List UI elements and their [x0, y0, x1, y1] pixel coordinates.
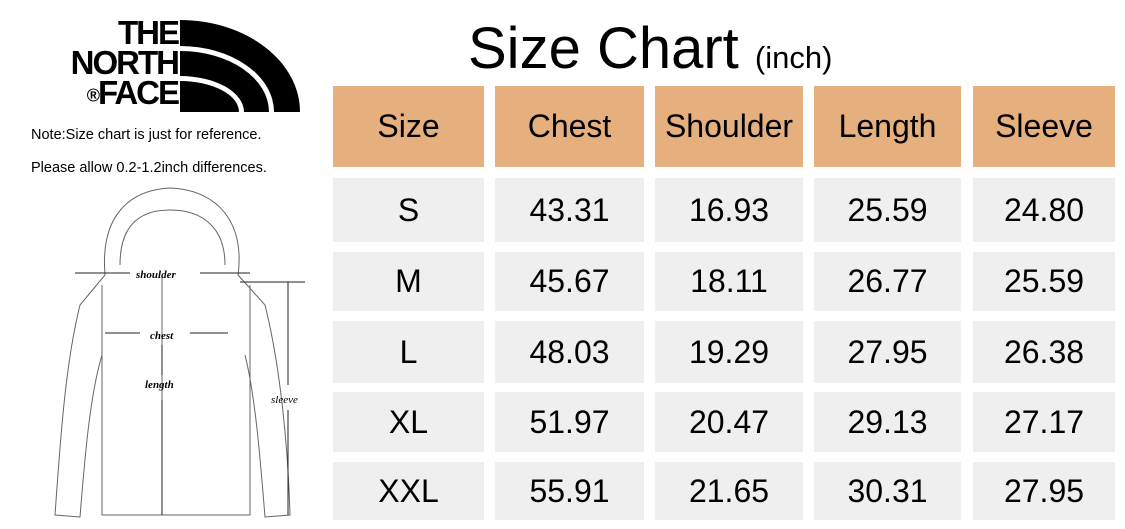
table-cell: 55.91: [495, 462, 644, 520]
table-cell: 45.67: [495, 252, 644, 311]
title-main: Size Chart: [468, 16, 739, 81]
brand-logo: THE NORTH ®FACE: [52, 14, 300, 112]
table-cell: 27.17: [973, 392, 1115, 452]
label-length: length: [145, 379, 174, 391]
table-header-cell: Length: [814, 86, 961, 167]
table-cell: 29.13: [814, 392, 961, 452]
table-cell: 24.80: [973, 178, 1115, 242]
table-header-cell: Chest: [495, 86, 644, 167]
table-cell: XL: [333, 392, 484, 452]
table-header-cell: Sleeve: [973, 86, 1115, 167]
table-cell: 48.03: [495, 321, 644, 383]
jacket-diagram: shoulder chest length sleeve: [54, 187, 305, 518]
table-cell: M: [333, 252, 484, 311]
label-sleeve: sleeve: [271, 394, 298, 406]
table-cell: 27.95: [814, 321, 961, 383]
table-cell: 18.11: [655, 252, 803, 311]
half-dome-icon: [180, 20, 300, 112]
table-header-cell: Size: [333, 86, 484, 167]
table-cell: 26.38: [973, 321, 1115, 383]
page-title: Size Chart (inch): [468, 14, 832, 93]
label-chest: chest: [150, 330, 174, 342]
logo-wordmark: THE NORTH ®FACE: [70, 14, 180, 111]
table-cell: 27.95: [973, 462, 1115, 520]
table-cell: L: [333, 321, 484, 383]
table-cell: 43.31: [495, 178, 644, 242]
table-cell: S: [333, 178, 484, 242]
table-cell: 25.59: [973, 252, 1115, 311]
table-cell: 20.47: [655, 392, 803, 452]
table-cell: 26.77: [814, 252, 961, 311]
table-cell: 19.29: [655, 321, 803, 383]
label-shoulder: shoulder: [135, 269, 176, 281]
note-differences: Please allow 0.2-1.2inch differences.: [31, 160, 267, 176]
note-reference: Note:Size chart is just for reference.: [31, 127, 262, 143]
table-cell: 51.97: [495, 392, 644, 452]
table-header-cell: Shoulder: [655, 86, 803, 167]
table-cell: 16.93: [655, 178, 803, 242]
table-cell: 30.31: [814, 462, 961, 520]
title-unit: (inch): [754, 40, 833, 75]
table-cell: 21.65: [655, 462, 803, 520]
table-cell: 25.59: [814, 178, 961, 242]
table-cell: XXL: [333, 462, 484, 520]
